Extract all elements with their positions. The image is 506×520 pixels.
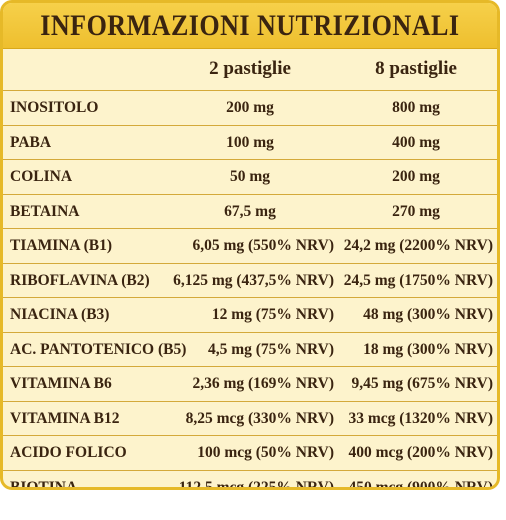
- nutrient-name: COLINA: [10, 168, 73, 185]
- nutrient-name: TIAMINA (B1): [10, 237, 113, 254]
- value-8-tablets: 450 mcg (900% NRV): [348, 478, 493, 490]
- nutrient-name: VITAMINA B6: [10, 375, 112, 392]
- value-2-tablets: 67,5 mg: [224, 202, 276, 220]
- value-8-tablets: 24,5 mg (1750% NRV): [343, 271, 493, 289]
- nutrient-name: AC. PANTOTENICO (B5): [10, 340, 187, 358]
- value-2-tablets: 100 mcg (50% NRV): [197, 444, 334, 461]
- nutrient-name: NIACINA (B3): [10, 306, 110, 323]
- nutrient-name: BETAINA: [10, 202, 80, 220]
- column-header-8-tablets: 8 pastiglie: [375, 58, 457, 79]
- value-2-tablets: 12 mg (75% NRV): [211, 306, 334, 323]
- nutrition-panel: INFORMAZIONI NUTRIZIONALI 2 pastiglie 8 …: [0, 0, 500, 490]
- table-row: INOSITOLO 200 mg 800 mg: [3, 91, 497, 126]
- nutrient-table-body: INOSITOLO 200 mg 800 mg PABA 100 mg 400 mg COL…: [3, 91, 497, 490]
- nutrient-name: BIOTINA: [10, 478, 78, 490]
- value-8-tablets: 200 mg: [392, 168, 440, 185]
- nutrient-name: RIBOFLAVINA (B2): [10, 271, 150, 289]
- value-8-tablets: 18 mg (300% NRV): [363, 340, 493, 358]
- table-row: TIAMINA (B1) 6,05 mg (550% NRV) 24,2 mg (2…: [3, 229, 497, 264]
- value-2-tablets: 6,05 mg (550% NRV): [192, 237, 334, 254]
- page-title: INFORMAZIONI NUTRIZIONALI: [40, 8, 460, 42]
- table-row: VITAMINA B12 8,25 mcg (330% NRV) 33 mcg (1…: [3, 402, 497, 436]
- table-row: BETAINA 67,5 mg 270 mg: [3, 195, 497, 229]
- value-2-tablets: 112,5 mcg (225% NRV): [178, 478, 334, 490]
- value-2-tablets: 50 mg: [229, 168, 271, 185]
- value-2-tablets: 100 mg: [226, 133, 274, 151]
- value-2-tablets: 6,125 mg (437,5% NRV): [173, 271, 334, 289]
- table-row: BIOTINA 112,5 mcg (225% NRV) 450 mcg (900%…: [3, 471, 497, 490]
- table-row: COLINA 50 mg 200 mg: [3, 160, 497, 195]
- nutrient-name: PABA: [10, 133, 52, 151]
- value-8-tablets: 24,2 mg (2200% NRV): [343, 237, 493, 254]
- title-bar: INFORMAZIONI NUTRIZIONALI: [3, 3, 497, 49]
- table-row: AC. PANTOTENICO (B5) 4,5 mg (75% NRV) 18 m…: [3, 333, 497, 367]
- table-row: NIACINA (B3) 12 mg (75% NRV) 48 mg (300% N…: [3, 298, 497, 333]
- value-8-tablets: 400 mg: [392, 133, 440, 151]
- value-8-tablets: 270 mg: [392, 202, 440, 220]
- nutrient-name: ACIDO FOLICO: [10, 444, 127, 461]
- table-row: PABA 100 mg 400 mg: [3, 126, 497, 160]
- nutrient-name: INOSITOLO: [10, 99, 99, 116]
- value-2-tablets: 4,5 mg (75% NRV): [207, 340, 334, 358]
- value-8-tablets: 9,45 mg (675% NRV): [351, 375, 493, 392]
- value-2-tablets: 200 mg: [226, 99, 274, 116]
- nutrient-name: VITAMINA B12: [10, 409, 120, 427]
- table-row: ACIDO FOLICO 100 mcg (50% NRV) 400 mcg (20…: [3, 436, 497, 471]
- table-row: RIBOFLAVINA (B2) 6,125 mg (437,5% NRV) 24,…: [3, 264, 497, 298]
- value-2-tablets: 2,36 mg (169% NRV): [192, 375, 334, 392]
- column-header-2-tablets: 2 pastiglie: [209, 58, 291, 79]
- value-8-tablets: 48 mg (300% NRV): [363, 306, 493, 323]
- column-header-row: 2 pastiglie 8 pastiglie: [3, 49, 497, 91]
- table-row: VITAMINA B6 2,36 mg (169% NRV) 9,45 mg (67…: [3, 367, 497, 402]
- value-2-tablets: 8,25 mcg (330% NRV): [185, 409, 334, 427]
- value-8-tablets: 400 mcg (200% NRV): [348, 444, 493, 461]
- value-8-tablets: 33 mcg (1320% NRV): [348, 409, 493, 427]
- value-8-tablets: 800 mg: [392, 99, 440, 116]
